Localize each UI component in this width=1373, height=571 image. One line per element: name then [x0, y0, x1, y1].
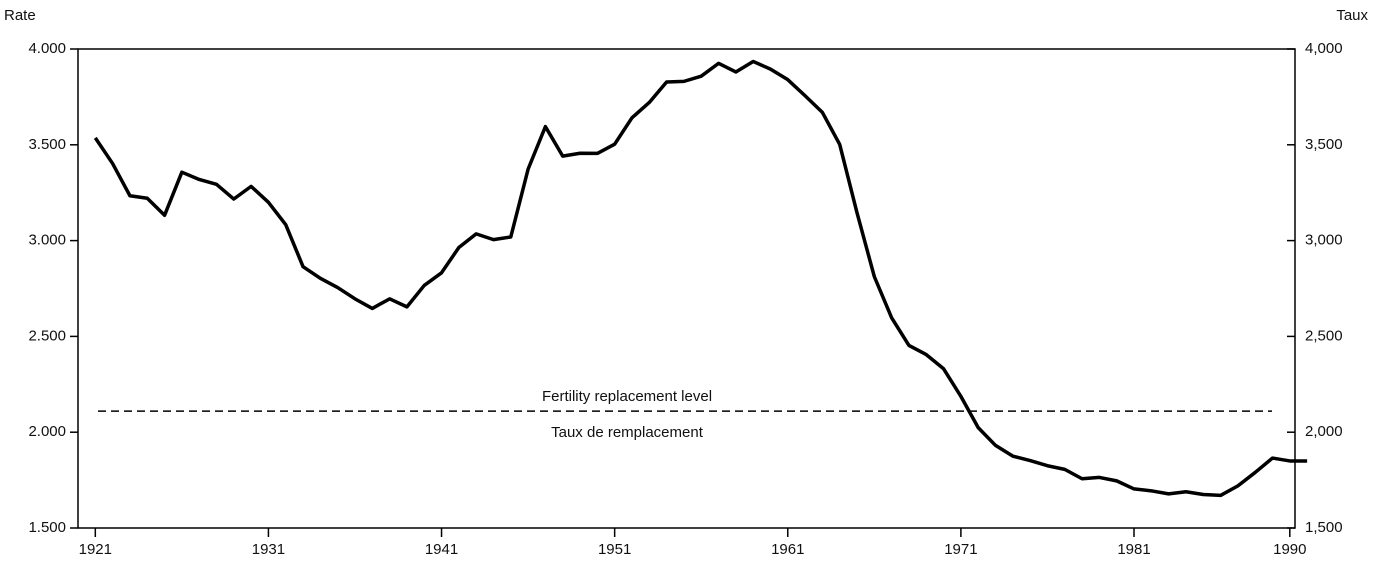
y2-tick-label: 4,000 — [1305, 40, 1343, 57]
x-tick-label: 1931 — [252, 541, 285, 558]
y-axis-label: Rate — [4, 7, 36, 24]
y-tick-label: 3.500 — [28, 136, 66, 153]
y2-tick-label: 2,500 — [1305, 327, 1343, 344]
x-tick-label: 1990 — [1273, 541, 1306, 558]
x-tick-label: 1951 — [598, 541, 631, 558]
y2-axis-label: Taux — [1336, 7, 1368, 24]
plot-frame — [77, 48, 1296, 529]
y-tick-label: 4.000 — [28, 40, 66, 57]
x-tick-label: 1961 — [771, 541, 804, 558]
x-tick-label: 1971 — [944, 541, 977, 558]
x-tick-label: 1921 — [79, 541, 112, 558]
y2-tick-label: 3,000 — [1305, 232, 1343, 249]
y-tick-label: 2.000 — [28, 423, 66, 440]
annotation: Fertility replacement level — [542, 388, 712, 405]
x-tick-label: 1941 — [425, 541, 458, 558]
x-tick-label: 1981 — [1117, 541, 1150, 558]
annotation: Taux de remplacement — [551, 424, 704, 441]
y-tick-label: 1.500 — [28, 519, 66, 536]
line-series — [93, 59, 1308, 498]
y2-tick-label: 1,500 — [1305, 519, 1343, 536]
y-tick-label: 2.500 — [28, 327, 66, 344]
y2-tick-label: 3,500 — [1305, 136, 1343, 153]
y2-tick-label: 2,000 — [1305, 423, 1343, 440]
y-tick-label: 3.000 — [28, 232, 66, 249]
